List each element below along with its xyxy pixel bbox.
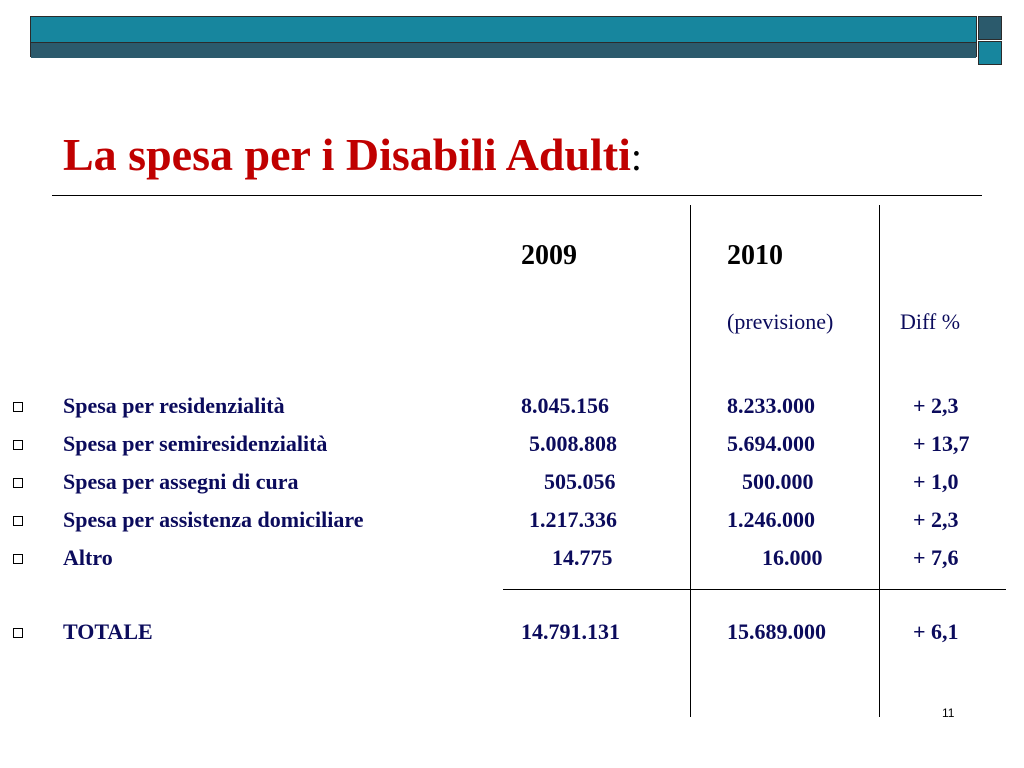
- row-value-2010: 8.233.000: [727, 393, 815, 418]
- row-value-2009: 1.217.336: [529, 507, 617, 532]
- row-label: Spesa per residenzialità: [63, 393, 285, 418]
- row-label: Spesa per assegni di cura: [63, 469, 299, 494]
- bullet-square-icon: [13, 478, 23, 488]
- total-label: TOTALE: [63, 619, 153, 644]
- title-underline: [52, 195, 982, 196]
- corner-square-light: [978, 41, 1002, 65]
- header-decoration-bar: [30, 16, 977, 58]
- column-header-2009: 2009: [521, 240, 577, 271]
- bullet-square-icon: [13, 440, 23, 450]
- row-value-2010: 5.694.000: [727, 431, 815, 456]
- bullet-square-icon: [13, 402, 23, 412]
- table-divider-1: [690, 205, 691, 717]
- corner-square-dark: [978, 16, 1002, 40]
- row-value-2010: 16.000: [762, 545, 823, 570]
- total-value-2009: 14.791.131: [521, 619, 620, 644]
- row-label: Spesa per semiresidenzialità: [63, 431, 328, 456]
- slide-title-colon: :: [630, 134, 643, 179]
- slide-title: La spesa per i Disabili Adulti:: [63, 128, 642, 181]
- row-value-2009: 8.045.156: [521, 393, 609, 418]
- row-diff: + 7,6: [913, 545, 959, 570]
- row-diff: + 2,3: [913, 507, 959, 532]
- row-value-2010: 1.246.000: [727, 507, 815, 532]
- row-value-2009: 505.056: [544, 469, 616, 494]
- column-subheader-previsione: (previsione): [727, 309, 834, 334]
- total-diff: + 6,1: [913, 619, 959, 644]
- bullet-square-icon: [13, 554, 23, 564]
- page-number: 11: [942, 706, 955, 720]
- table-divider-2: [879, 205, 880, 717]
- column-header-2010: 2010: [727, 240, 783, 271]
- row-label: Altro: [63, 545, 113, 570]
- total-value-2010: 15.689.000: [727, 619, 826, 644]
- row-value-2009: 5.008.808: [529, 431, 617, 456]
- row-value-2010: 500.000: [742, 469, 814, 494]
- row-value-2009: 14.775: [552, 545, 613, 570]
- bullet-square-icon: [13, 628, 23, 638]
- bullet-square-icon: [13, 516, 23, 526]
- header-decoration-stripe: [31, 42, 976, 58]
- row-label: Spesa per assistenza domiciliare: [63, 507, 364, 532]
- slide-title-text: La spesa per i Disabili Adulti: [63, 129, 631, 180]
- row-diff: + 13,7: [913, 431, 970, 456]
- row-diff: + 2,3: [913, 393, 959, 418]
- row-diff: + 1,0: [913, 469, 959, 494]
- total-separator: [503, 589, 1006, 590]
- column-header-diff: Diff %: [900, 309, 961, 334]
